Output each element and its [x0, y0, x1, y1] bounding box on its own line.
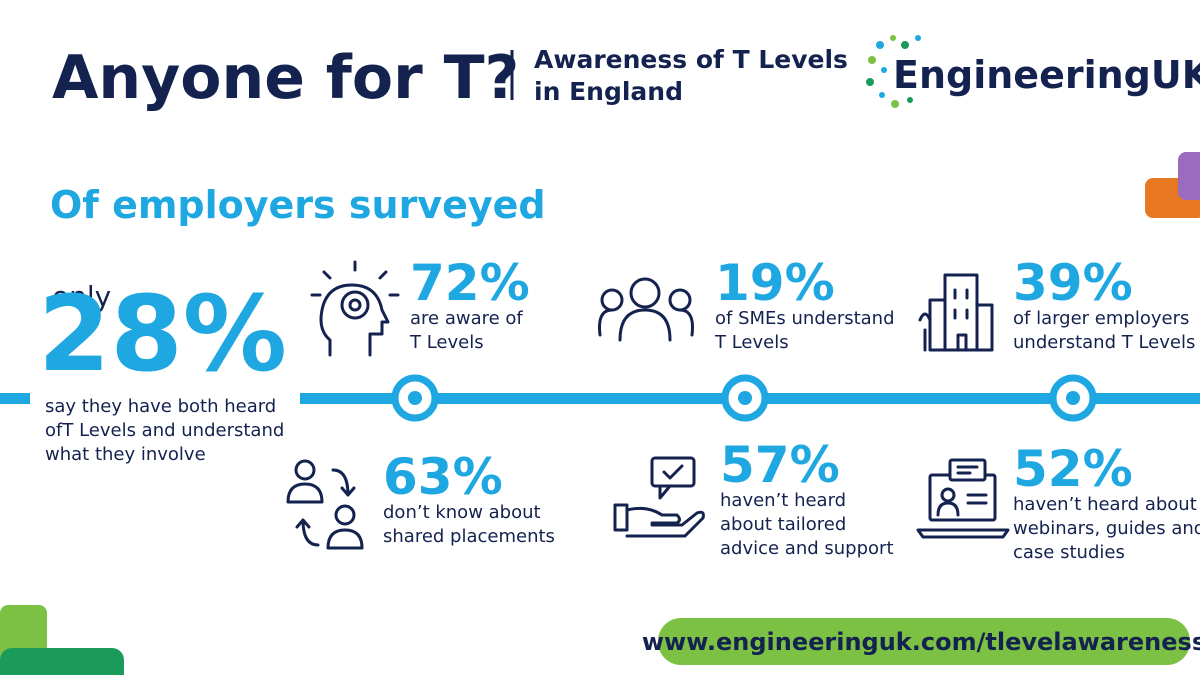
stat-value: 72%	[410, 254, 530, 312]
icon-head	[310, 260, 400, 357]
stat-text: advice and support	[720, 538, 894, 559]
subtitle: in England	[534, 77, 683, 106]
stat-value: 19%	[715, 254, 835, 312]
stat-text: T Levels	[409, 332, 484, 353]
icon-buildings	[918, 273, 994, 352]
icon-people	[598, 277, 694, 342]
stat-value: 39%	[1013, 254, 1133, 312]
stat-text: are aware of	[410, 308, 523, 329]
stat-text: webinars, guides and	[1013, 518, 1200, 539]
logo: EngineeringUK	[893, 53, 1200, 97]
stat-text: about tailored	[720, 514, 846, 535]
decor	[1178, 152, 1200, 200]
url-pill	[658, 618, 1190, 665]
timeline-nodes	[391, 374, 1097, 422]
headline-prefix: only	[52, 280, 111, 313]
footer-url: www.engineeringuk.com/tlevelawareness	[642, 628, 1200, 656]
stat-value: 63%	[383, 448, 503, 506]
stat-text: shared placements	[383, 526, 555, 547]
decor	[0, 648, 124, 675]
stat-text: haven’t heard	[720, 490, 846, 511]
subtitle: Awareness of T Levels	[534, 45, 848, 74]
headline-text: ofT Levels and understand	[45, 420, 284, 441]
stat-text: case studies	[1013, 542, 1125, 563]
logo-dots	[866, 35, 921, 108]
stat-text: of larger employers	[1013, 308, 1189, 329]
headline-value: 28%	[38, 273, 287, 395]
headline-text: say they have both heard	[45, 396, 276, 417]
stat-value: 52%	[1013, 440, 1133, 498]
icon-exchange	[286, 459, 364, 550]
section-title: Of employers surveyed	[50, 183, 546, 227]
timeline	[0, 393, 30, 404]
stat-text: don’t know about	[383, 502, 541, 523]
icon-advice	[613, 456, 705, 538]
stat-text: haven’t heard about	[1013, 494, 1197, 515]
stat-value: 57%	[720, 436, 840, 494]
stat-text: T Levels	[714, 332, 789, 353]
stat-text: of SMEs understand	[715, 308, 895, 329]
title: Anyone for T?	[52, 43, 519, 113]
stat-text: understand T Levels	[1013, 332, 1195, 353]
headline-text: what they involve	[45, 444, 206, 465]
icon-laptop	[916, 458, 1010, 539]
